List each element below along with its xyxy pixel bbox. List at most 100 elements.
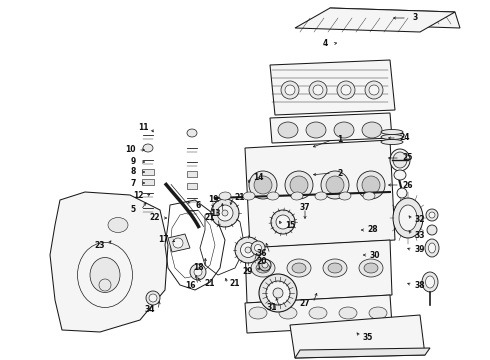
Ellipse shape (359, 259, 383, 277)
Ellipse shape (292, 263, 306, 273)
Ellipse shape (243, 192, 255, 200)
Polygon shape (245, 295, 392, 333)
Ellipse shape (254, 244, 262, 252)
Text: 5: 5 (130, 206, 136, 215)
Text: 37: 37 (300, 203, 310, 212)
Text: 32: 32 (415, 216, 425, 225)
Ellipse shape (381, 130, 403, 135)
Ellipse shape (278, 122, 298, 138)
Ellipse shape (291, 192, 303, 200)
Text: 33: 33 (415, 230, 425, 239)
Ellipse shape (309, 81, 327, 99)
Text: 35: 35 (363, 333, 373, 342)
Ellipse shape (149, 294, 157, 302)
Ellipse shape (287, 259, 311, 277)
Ellipse shape (235, 237, 261, 263)
Text: 19: 19 (208, 195, 218, 204)
Ellipse shape (369, 85, 379, 95)
Ellipse shape (399, 205, 417, 231)
Ellipse shape (427, 225, 437, 235)
Ellipse shape (285, 85, 295, 95)
Text: 10: 10 (125, 145, 135, 154)
Text: 1: 1 (338, 135, 343, 144)
Ellipse shape (249, 171, 277, 199)
Ellipse shape (339, 192, 351, 200)
Ellipse shape (219, 192, 231, 200)
Ellipse shape (276, 215, 290, 229)
Polygon shape (168, 234, 190, 252)
Text: 22: 22 (150, 213, 160, 222)
Ellipse shape (217, 205, 233, 221)
Ellipse shape (326, 176, 344, 194)
Ellipse shape (271, 210, 295, 234)
Ellipse shape (222, 210, 228, 216)
Text: 36: 36 (257, 249, 267, 258)
Ellipse shape (363, 192, 375, 200)
Text: 38: 38 (415, 280, 425, 289)
Ellipse shape (394, 170, 406, 180)
Text: 9: 9 (130, 158, 136, 166)
Ellipse shape (362, 176, 380, 194)
Ellipse shape (245, 247, 251, 253)
Ellipse shape (393, 198, 423, 238)
Ellipse shape (425, 239, 439, 257)
FancyBboxPatch shape (142, 179, 154, 185)
Ellipse shape (251, 259, 275, 277)
Ellipse shape (341, 85, 351, 95)
Text: 29: 29 (243, 267, 253, 276)
Ellipse shape (397, 188, 407, 198)
Ellipse shape (364, 263, 378, 273)
Text: 2: 2 (338, 168, 343, 177)
Ellipse shape (285, 171, 313, 199)
Text: 34: 34 (145, 306, 155, 315)
Ellipse shape (362, 122, 382, 138)
Text: 28: 28 (368, 225, 378, 234)
Ellipse shape (187, 129, 197, 137)
Text: 30: 30 (370, 251, 380, 260)
Ellipse shape (146, 291, 160, 305)
Ellipse shape (425, 276, 435, 288)
Ellipse shape (173, 238, 183, 248)
Text: 4: 4 (322, 40, 328, 49)
Ellipse shape (281, 81, 299, 99)
Text: 21: 21 (230, 279, 240, 288)
Ellipse shape (390, 149, 410, 171)
Ellipse shape (323, 259, 347, 277)
Ellipse shape (256, 263, 270, 273)
Text: 11: 11 (138, 123, 148, 132)
Text: 21: 21 (205, 279, 215, 288)
Ellipse shape (290, 176, 308, 194)
Ellipse shape (334, 122, 354, 138)
Polygon shape (295, 8, 455, 32)
Ellipse shape (422, 272, 438, 292)
Ellipse shape (190, 264, 206, 280)
Text: 14: 14 (253, 172, 263, 181)
Ellipse shape (429, 212, 435, 218)
Ellipse shape (254, 176, 272, 194)
Text: 12: 12 (133, 192, 143, 201)
Ellipse shape (321, 171, 349, 199)
Polygon shape (330, 8, 460, 28)
Ellipse shape (249, 307, 267, 319)
Ellipse shape (381, 135, 403, 139)
Polygon shape (290, 315, 425, 358)
Ellipse shape (211, 199, 239, 227)
Ellipse shape (143, 144, 153, 152)
Text: 31: 31 (267, 303, 277, 312)
Text: 23: 23 (95, 240, 105, 249)
Polygon shape (270, 113, 392, 143)
Text: 25: 25 (403, 153, 413, 162)
Ellipse shape (357, 171, 385, 199)
Ellipse shape (315, 192, 327, 200)
Text: 3: 3 (413, 13, 417, 22)
Text: 24: 24 (400, 134, 410, 143)
FancyBboxPatch shape (187, 183, 197, 189)
Ellipse shape (194, 268, 202, 276)
Polygon shape (270, 60, 395, 115)
Text: 21: 21 (205, 213, 215, 222)
Ellipse shape (313, 85, 323, 95)
Ellipse shape (369, 307, 387, 319)
Ellipse shape (273, 288, 283, 298)
Text: 20: 20 (257, 257, 267, 266)
Ellipse shape (393, 152, 407, 168)
